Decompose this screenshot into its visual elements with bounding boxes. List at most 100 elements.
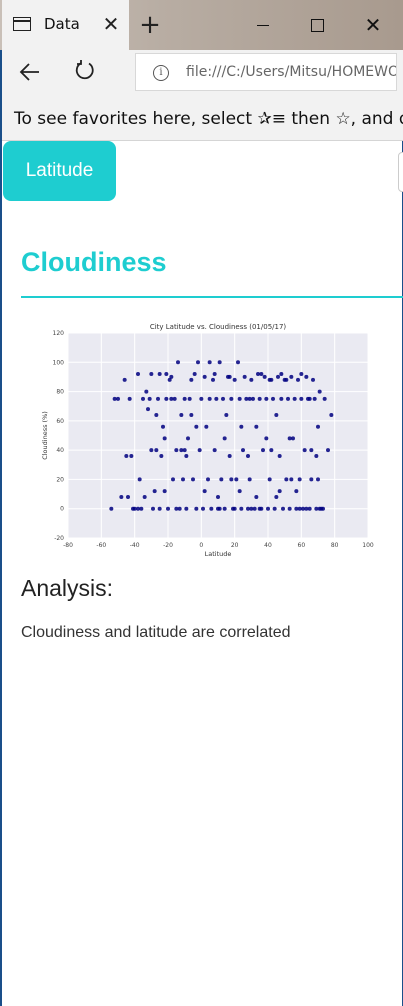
page-icon: [13, 17, 31, 31]
close-tab-icon[interactable]: ✕: [102, 12, 120, 36]
data-point: [211, 377, 215, 382]
data-point: [294, 506, 299, 511]
data-point: [316, 477, 320, 482]
browser-tab[interactable]: Data ✕: [2, 0, 129, 50]
data-point: [156, 396, 160, 401]
data-point: [136, 506, 140, 511]
y-tick-label: 40: [56, 447, 64, 454]
data-point: [129, 454, 134, 458]
data-point: [169, 374, 174, 379]
data-point: [169, 396, 174, 401]
analysis-heading: Analysis:: [21, 575, 114, 601]
x-tick-label: -80: [63, 542, 73, 549]
data-point: [329, 413, 334, 417]
y-tick-label: 100: [53, 359, 65, 366]
data-point: [311, 377, 315, 382]
data-point: [229, 396, 234, 401]
data-point: [191, 477, 195, 482]
y-tick-label: 0: [60, 506, 64, 513]
maximize-icon[interactable]: [302, 11, 332, 39]
data-point: [279, 396, 284, 401]
data-point: [312, 396, 317, 401]
data-point: [274, 413, 279, 417]
data-point: [232, 377, 237, 382]
data-point: [316, 424, 320, 429]
data-point: [164, 396, 169, 401]
data-point: [179, 448, 184, 453]
favorites-hint: To see favorites here, select ✰≡ then ☆,…: [14, 109, 403, 129]
data-point: [251, 396, 255, 401]
data-point: [299, 372, 304, 376]
data-point: [162, 489, 167, 494]
y-tick-label: 60: [56, 418, 64, 425]
data-point: [154, 413, 159, 417]
data-point: [186, 436, 190, 441]
data-point: [232, 506, 237, 511]
data-point: [229, 477, 234, 482]
data-point: [242, 374, 247, 379]
y-tick-label: -20: [54, 535, 64, 542]
data-point: [192, 372, 197, 376]
nav-toggle-button[interactable]: [398, 152, 403, 192]
data-point: [194, 506, 199, 511]
data-point: [249, 377, 254, 382]
minimize-icon[interactable]: [248, 11, 278, 39]
window-close-icon[interactable]: ✕: [364, 13, 382, 37]
data-point: [126, 495, 130, 499]
new-tab-icon[interactable]: +: [139, 10, 161, 40]
data-point: [289, 477, 294, 482]
data-point: [212, 448, 217, 453]
data-point: [151, 506, 155, 511]
y-axis-label: Cloudiness (%): [41, 411, 49, 460]
data-point: [284, 377, 289, 382]
x-tick-label: -20: [163, 542, 173, 549]
nav-latitude-button[interactable]: Latitude: [3, 141, 116, 201]
data-point: [207, 396, 212, 401]
data-point: [256, 372, 260, 376]
data-point: [276, 374, 280, 379]
data-point: [284, 477, 289, 482]
data-point: [217, 360, 222, 365]
x-tick-label: 40: [264, 542, 272, 549]
data-point: [124, 454, 129, 458]
data-point: [109, 506, 114, 511]
data-point: [227, 454, 232, 458]
data-point: [184, 506, 189, 511]
data-point: [137, 477, 142, 482]
data-point: [296, 377, 300, 382]
info-icon[interactable]: i: [153, 65, 169, 81]
data-point: [122, 377, 127, 382]
data-point: [239, 506, 244, 511]
data-point: [157, 372, 162, 376]
page-content: Latitude Cloudiness -80 -60 -40 -20 0 20 40 60 8…: [2, 141, 403, 1006]
data-point: [216, 495, 220, 499]
data-point: [292, 396, 297, 401]
data-point: [127, 396, 132, 401]
data-point: [291, 436, 295, 441]
data-point: [239, 424, 244, 429]
analysis-text: Cloudiness and latitude are correlated: [21, 624, 291, 641]
y-tick-label: 20: [56, 476, 64, 483]
data-point: [289, 374, 294, 379]
data-point: [254, 424, 259, 429]
data-point: [154, 448, 159, 453]
refresh-icon[interactable]: [74, 59, 96, 87]
data-point: [309, 448, 314, 453]
address-bar[interactable]: i file:///C:/Users/Mitsu/HOMEWORK: [135, 53, 397, 91]
data-point: [257, 506, 262, 511]
data-point: [174, 448, 179, 453]
data-point: [179, 413, 184, 417]
data-point: [247, 396, 252, 401]
data-point: [141, 396, 145, 401]
data-point: [252, 506, 257, 511]
x-tick-label: 60: [298, 542, 306, 549]
data-point: [274, 495, 279, 499]
back-arrow-icon[interactable]: [19, 61, 41, 89]
data-point: [157, 506, 162, 511]
data-point: [176, 360, 180, 365]
data-point: [302, 448, 307, 453]
data-point: [139, 506, 144, 511]
data-point: [171, 477, 175, 482]
data-point: [266, 506, 270, 511]
data-point: [142, 495, 147, 499]
